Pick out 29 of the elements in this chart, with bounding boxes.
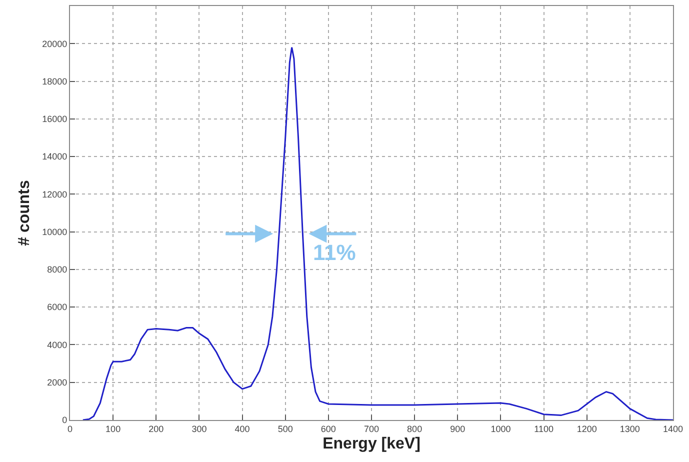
y-tick-label: 12000: [42, 189, 68, 200]
x-tick-label: 700: [364, 424, 380, 434]
x-axis-title: Energy [keV]: [322, 436, 420, 452]
x-tick-label: 600: [320, 424, 336, 434]
x-tick-label: 800: [407, 424, 422, 434]
annotation: 11%: [313, 240, 356, 265]
x-tick-label: 400: [234, 424, 250, 434]
x-tick-label: 300: [192, 424, 207, 434]
y-tick-label: 16000: [42, 114, 68, 124]
x-tick-label: 1000: [490, 424, 511, 434]
y-tick-label: 14000: [42, 152, 68, 162]
y-axis-title: # counts: [16, 180, 34, 246]
x-tick-label: 1200: [576, 424, 597, 434]
x-tick-label: 1400: [662, 424, 684, 434]
y-tick-label: 4000: [47, 340, 68, 350]
y-tick-label: 10000: [42, 226, 68, 237]
y-tick-label: 8000: [47, 264, 68, 275]
y-tick-label: 6000: [47, 302, 68, 312]
y-tick-label: 18000: [42, 76, 68, 86]
x-tick-label: 500: [278, 424, 293, 434]
y-tick-label: 2000: [47, 378, 68, 388]
x-tick-label: 1100: [534, 424, 554, 434]
x-tick-label: 200: [148, 424, 164, 434]
line-series: [82, 46, 673, 420]
y-tick-label: 20000: [42, 38, 68, 49]
x-tick-label: 900: [450, 424, 466, 434]
x-tick-label: 1300: [620, 424, 640, 434]
y-tick-label: 0: [62, 415, 68, 426]
x-tick-label: 100: [106, 424, 121, 434]
